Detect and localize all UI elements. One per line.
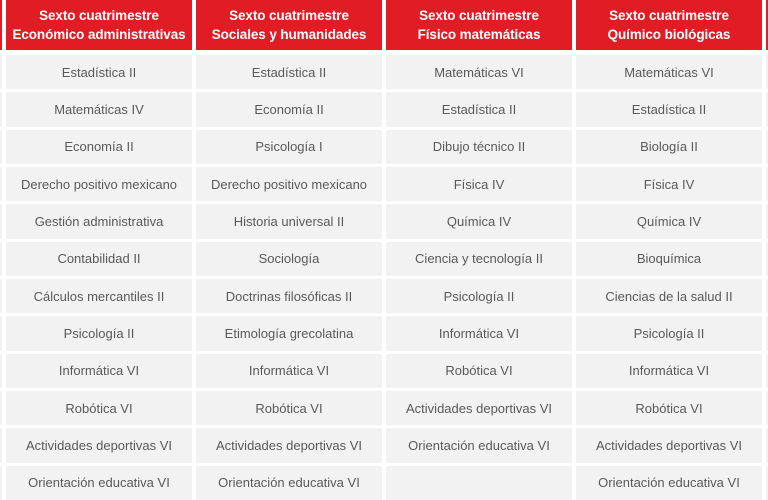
header-line2: Químico biológicas bbox=[607, 27, 731, 42]
subject-cell: Estadística II bbox=[6, 55, 192, 90]
subject-cell: Contabilidad II bbox=[6, 241, 192, 276]
subject-cell: Dibujo técnico II bbox=[386, 129, 572, 164]
subject-cell: Actividades deportivas VI bbox=[386, 390, 572, 426]
header-line1: Sexto cuatrimestre bbox=[229, 8, 349, 23]
column-fisico-matematicas: Sexto cuatrimestre Físico matemáticas Ma… bbox=[386, 0, 572, 500]
subject-cell: Biología II bbox=[576, 129, 762, 164]
subject-cell: Derecho positivo mexicano bbox=[196, 166, 382, 202]
subject-cell-empty bbox=[386, 465, 572, 500]
subject-cell: Matemáticas IV bbox=[6, 92, 192, 127]
subject-cell: Derecho positivo mexicano bbox=[6, 166, 192, 202]
subject-cell: Actividades deportivas VI bbox=[6, 428, 192, 463]
cropped-column-sliver-left bbox=[0, 0, 2, 500]
subject-cell: Economía II bbox=[6, 129, 192, 164]
sliver-header bbox=[0, 0, 2, 50]
subject-cell: Orientación educativa VI bbox=[386, 428, 572, 463]
subject-cell: Cálculos mercantiles II bbox=[6, 278, 192, 314]
column-quimico-biologicas: Sexto cuatrimestre Químico biológicas Ma… bbox=[576, 0, 762, 500]
cropped-column-sliver-right bbox=[766, 0, 768, 500]
subject-cell: Estadística II bbox=[386, 92, 572, 127]
subject-cell: Orientación educativa VI bbox=[196, 465, 382, 500]
header-line2: Sociales y humanidades bbox=[211, 27, 367, 42]
header-line1: Sexto cuatrimestre bbox=[419, 8, 539, 23]
subject-cell: Física IV bbox=[386, 166, 572, 202]
subject-cell: Psicología I bbox=[196, 129, 382, 164]
subject-cell: Etimología grecolatina bbox=[196, 316, 382, 351]
subject-cell: Estadística II bbox=[576, 92, 762, 127]
subject-cell: Estadística II bbox=[196, 55, 382, 90]
subject-cell: Informática VI bbox=[576, 353, 762, 388]
subject-cell: Actividades deportivas VI bbox=[576, 428, 762, 463]
column-header: Sexto cuatrimestre Sociales y humanidade… bbox=[196, 0, 382, 50]
subject-cell: Psicología II bbox=[6, 316, 192, 351]
subject-cell: Matemáticas VI bbox=[386, 55, 572, 90]
subject-cell: Física IV bbox=[576, 166, 762, 202]
subject-cell: Orientación educativa VI bbox=[6, 465, 192, 500]
subject-cell: Informática VI bbox=[196, 353, 382, 388]
subject-cell: Historia universal II bbox=[196, 204, 382, 239]
subject-cell: Informática VI bbox=[6, 353, 192, 388]
subject-cell: Actividades deportivas VI bbox=[196, 428, 382, 463]
column-economico-administrativas: Sexto cuatrimestre Económico administrat… bbox=[6, 0, 192, 500]
subject-cell: Psicología II bbox=[576, 316, 762, 351]
column-header: Sexto cuatrimestre Químico biológicas bbox=[576, 0, 762, 50]
subject-cell: Sociología bbox=[196, 241, 382, 276]
subject-cell: Psicología II bbox=[386, 278, 572, 314]
column-header: Sexto cuatrimestre Económico administrat… bbox=[6, 0, 192, 50]
subject-cell: Economía II bbox=[196, 92, 382, 127]
subject-cell: Ciencia y tecnología II bbox=[386, 241, 572, 276]
subject-cell: Robótica VI bbox=[386, 353, 572, 388]
header-line2: Físico matemáticas bbox=[417, 27, 541, 42]
header-line1: Sexto cuatrimestre bbox=[609, 8, 729, 23]
column-sociales-y-humanidades: Sexto cuatrimestre Sociales y humanidade… bbox=[196, 0, 382, 500]
subject-cell: Química IV bbox=[576, 204, 762, 239]
header-line2: Económico administrativas bbox=[12, 27, 186, 42]
subject-cell: Orientación educativa VI bbox=[576, 465, 762, 500]
subject-cell: Informática VI bbox=[386, 316, 572, 351]
subject-cell: Robótica VI bbox=[6, 390, 192, 426]
subject-cell: Gestión administrativa bbox=[6, 204, 192, 239]
subject-cell: Doctrinas filosóficas II bbox=[196, 278, 382, 314]
subject-cell: Matemáticas VI bbox=[576, 55, 762, 90]
subject-cell: Química IV bbox=[386, 204, 572, 239]
subject-cell: Bioquímica bbox=[576, 241, 762, 276]
subject-cell: Ciencias de la salud II bbox=[576, 278, 762, 314]
subject-cell: Robótica VI bbox=[576, 390, 762, 426]
subject-cell: Robótica VI bbox=[196, 390, 382, 426]
header-line1: Sexto cuatrimestre bbox=[39, 8, 159, 23]
column-header: Sexto cuatrimestre Físico matemáticas bbox=[386, 0, 572, 50]
sliver-header bbox=[766, 0, 768, 50]
